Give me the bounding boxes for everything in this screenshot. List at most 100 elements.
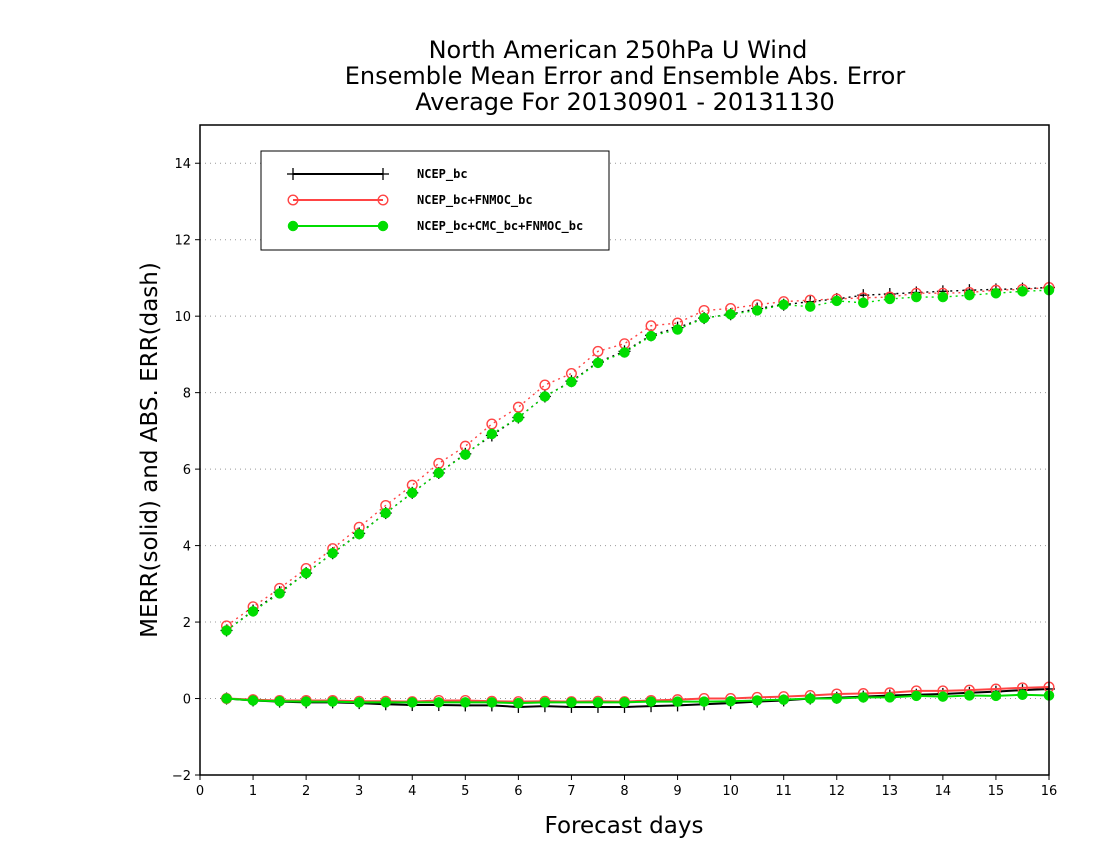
merr-point xyxy=(778,694,789,705)
legend-entry-0: NCEP_bc xyxy=(287,167,468,182)
series-layer xyxy=(220,281,1055,713)
legend-marker xyxy=(377,220,389,232)
merr-point xyxy=(698,696,710,707)
abs-err-point xyxy=(247,606,259,617)
merr-point xyxy=(327,696,338,707)
legend-marker xyxy=(287,220,299,232)
merr-point xyxy=(751,695,763,706)
legend-entry-2: NCEP_bc+CMC_bc+FNMOC_bc xyxy=(287,219,583,234)
abs-err-point xyxy=(858,297,869,309)
abs-err-point xyxy=(645,330,657,342)
abs-err-point xyxy=(778,299,789,310)
abs-err-point xyxy=(725,309,736,320)
y-tick-label: 8 xyxy=(183,387,191,402)
abs-err-line xyxy=(226,286,1050,632)
x-tick-label: 16 xyxy=(1041,784,1058,799)
abs-err-point xyxy=(592,357,604,369)
abs-err-point xyxy=(486,428,498,440)
abs-err-point xyxy=(619,347,630,358)
merr-point xyxy=(460,697,471,708)
abs-err-point xyxy=(804,301,816,312)
merr-point xyxy=(380,697,391,708)
abs-err-point xyxy=(274,588,285,599)
y-axis: −2 0 2 4 6 8 10 12 14 xyxy=(172,157,200,784)
x-axis: 0 1 2 3 4 5 6 7 8 9 10 11 12 13 14 15 16 xyxy=(196,775,1057,799)
merr-point xyxy=(645,696,657,707)
chart-subtitle-1: Ensemble Mean Error and Ensemble Abs. Er… xyxy=(345,62,906,90)
x-axis-label: Forecast days xyxy=(545,813,704,839)
x-tick-label: 0 xyxy=(196,784,204,799)
abs-err-point xyxy=(911,291,922,303)
abs-err-point xyxy=(990,287,1002,299)
abs-err-point xyxy=(486,418,498,430)
abs-err-point xyxy=(407,487,418,499)
x-tick-label: 4 xyxy=(408,784,416,799)
x-tick-label: 15 xyxy=(988,784,1005,799)
abs-err-point xyxy=(566,376,577,388)
abs-err-point xyxy=(937,291,949,303)
series-2 xyxy=(221,284,1055,709)
abs-err-point xyxy=(380,507,391,519)
x-tick-label: 11 xyxy=(775,784,792,799)
abs-err-point xyxy=(645,320,657,332)
abs-err-point xyxy=(1017,286,1028,297)
abs-err-point xyxy=(592,345,604,357)
x-tick-label: 8 xyxy=(620,784,628,799)
y-tick-label: −2 xyxy=(172,769,191,784)
abs-err-point xyxy=(300,567,312,579)
abs-err-point xyxy=(433,457,445,469)
abs-err-point xyxy=(221,625,232,636)
merr-point xyxy=(725,695,736,707)
y-tick-label: 4 xyxy=(183,540,191,555)
merr-point xyxy=(619,697,630,708)
y-tick-label: 6 xyxy=(183,463,191,478)
series-0 xyxy=(220,281,1055,713)
legend-entry-1: NCEP_bc+FNMOC_bc xyxy=(287,193,533,208)
abs-err-line xyxy=(226,289,1050,632)
abs-err-point xyxy=(513,412,524,423)
legend-marker xyxy=(287,168,299,180)
merr-point xyxy=(433,697,445,708)
legend-label: NCEP_bc+FNMOC_bc xyxy=(417,193,533,208)
merr-point xyxy=(353,697,365,708)
legend-marker xyxy=(377,194,389,206)
merr-point xyxy=(964,690,975,701)
abs-err-point xyxy=(751,305,763,316)
abs-err-point xyxy=(327,547,338,559)
chart-titles: North American 250hPa U Wind Ensemble Me… xyxy=(345,36,906,116)
merr-point xyxy=(274,695,285,707)
abs-err-point xyxy=(672,324,683,335)
merr-point xyxy=(513,697,524,709)
series-1 xyxy=(221,282,1055,708)
x-tick-label: 13 xyxy=(882,784,899,799)
abs-err-point xyxy=(539,391,551,402)
abs-err-point xyxy=(698,312,710,324)
merr-point xyxy=(566,697,577,708)
x-tick-label: 6 xyxy=(514,784,522,799)
abs-err-point xyxy=(884,293,896,305)
merr-point xyxy=(247,695,259,706)
merr-point xyxy=(990,690,1002,702)
merr-point xyxy=(407,697,418,708)
merr-point xyxy=(858,692,869,703)
legend-label: NCEP_bc+CMC_bc+FNMOC_bc xyxy=(417,219,583,234)
abs-err-point xyxy=(353,528,365,540)
x-tick-label: 1 xyxy=(249,784,257,799)
merr-point xyxy=(937,691,949,702)
abs-err-line xyxy=(226,286,1050,627)
x-tick-label: 9 xyxy=(673,784,681,799)
merr-point xyxy=(672,696,683,707)
merr-point xyxy=(804,693,816,704)
merr-point xyxy=(592,697,604,708)
merr-point xyxy=(221,693,232,704)
y-tick-label: 14 xyxy=(174,157,191,172)
abs-err-point xyxy=(460,449,471,460)
x-tick-label: 2 xyxy=(302,784,310,799)
merr-point xyxy=(884,692,896,703)
y-tick-label: 12 xyxy=(174,234,191,249)
chart-title: North American 250hPa U Wind xyxy=(429,36,808,64)
y-axis-label: MERR(solid) and ABS. ERR(dash) xyxy=(137,262,163,638)
merr-point xyxy=(831,693,842,704)
legend: NCEP_bc NCEP_bc+FNMOC_bc NCEP_bc+CMC_bc+FN… xyxy=(260,150,610,251)
